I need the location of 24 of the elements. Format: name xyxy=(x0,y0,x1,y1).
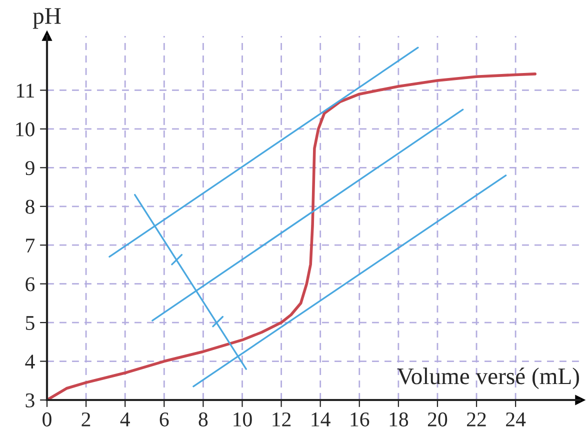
y-tick-label: 4 xyxy=(25,354,35,369)
y-tick-label: 5 xyxy=(26,316,34,330)
x-tick-label: 20 xyxy=(428,412,448,426)
x-axis-title: Volume versé (mL) xyxy=(397,368,579,390)
x-tick-label: 4 xyxy=(120,412,130,426)
y-tick-label: 11 xyxy=(16,84,34,98)
x-tick-label: 6 xyxy=(160,412,169,426)
y-tick-label: 6 xyxy=(26,277,35,292)
x-tick-label: 14 xyxy=(312,412,330,426)
x-tick-label: 0 xyxy=(42,412,52,426)
x-tick-label: 8 xyxy=(198,412,208,426)
y-tick-label: 8 xyxy=(26,200,34,214)
x-tick-label: 10 xyxy=(234,412,252,426)
y-tick-label: 3 xyxy=(26,393,34,408)
x-tick-label: 24 xyxy=(506,412,526,426)
x-tick-label: 16 xyxy=(350,412,370,426)
x-tick-label: 22 xyxy=(467,412,486,426)
x-tick-label: 2 xyxy=(82,412,90,426)
y-tick-label: 10 xyxy=(16,122,34,136)
y-axis-title: pH xyxy=(32,8,61,29)
x-tick-label: 18 xyxy=(390,412,408,426)
x-tick-label: 12 xyxy=(272,412,291,426)
y-tick-label: 7 xyxy=(26,238,35,252)
y-tick-label: 9 xyxy=(25,161,34,176)
